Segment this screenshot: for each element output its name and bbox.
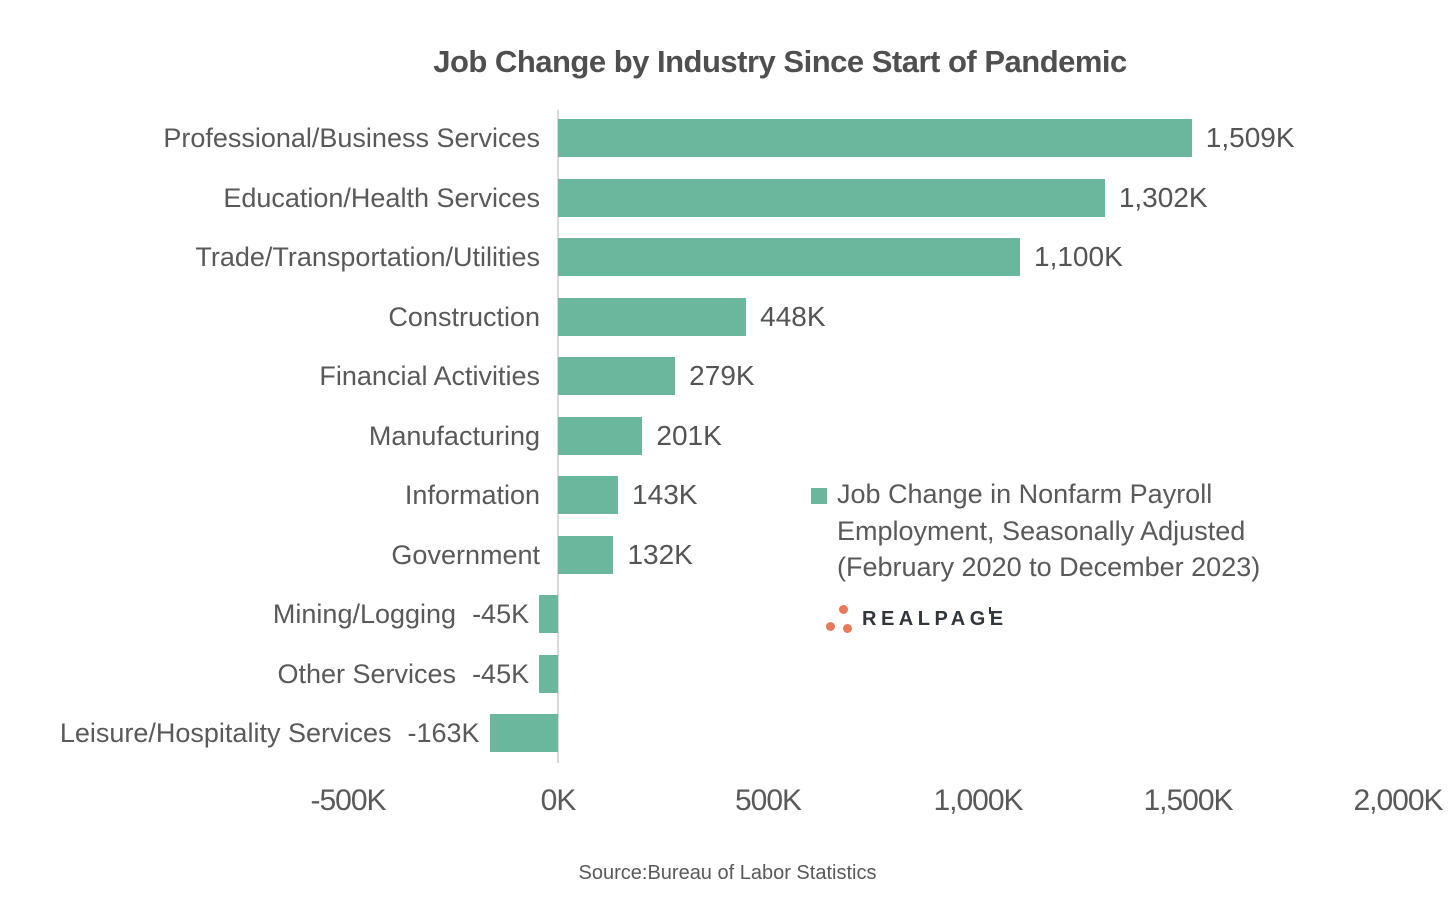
legend-label-line3: (February 2020 to December 2023) (837, 552, 1261, 582)
logo-dot-icon (839, 605, 848, 614)
bar (558, 178, 1105, 217)
bar-value-label: -163K (407, 718, 480, 748)
category-label-text: Leisure/Hospitality Services (59, 718, 392, 748)
category-label: Other Services -45K (278, 655, 530, 693)
bar (558, 416, 643, 455)
bar-value-label: -45K (472, 599, 530, 629)
legend-label-line2: Employment, Seasonally Adjusted (837, 515, 1246, 546)
x-tick-label: 2,000K (1353, 784, 1443, 817)
bar-value-label: 1,302K (1118, 181, 1208, 213)
bar-value-label: 448K (760, 300, 826, 332)
category-label-text: Other Services (277, 658, 457, 689)
chart-title: Job Change by Industry Since Start of Pa… (433, 44, 1127, 79)
category-label: Education/Health Services (223, 182, 540, 213)
bar (558, 119, 1192, 157)
trademark-mark (989, 607, 991, 614)
category-label: Manufacturing (368, 420, 540, 451)
bar (539, 654, 558, 693)
legend-label-line1: Job Change in Nonfarm Payroll (837, 479, 1213, 509)
category-label: Financial Activities (319, 361, 540, 391)
source-note: Source:Bureau of Labor Statistics (578, 862, 877, 884)
bar (489, 714, 558, 752)
x-tick-label: 1,000K (933, 784, 1023, 817)
realpage-logo-text: REALPAGE (862, 608, 1008, 630)
category-label: Trade/Transportation/Utilities (195, 242, 540, 272)
bar-value-label: 132K (627, 538, 693, 570)
bar (558, 297, 747, 336)
bar-value-label: 143K (632, 479, 698, 510)
logo-dot-icon (826, 622, 835, 631)
x-tick-label: 500K (734, 784, 802, 817)
bar-value-label: 1,100K (1034, 241, 1123, 272)
category-label: Mining/Logging -45K (273, 595, 529, 633)
category-label-text: Mining/Logging (272, 599, 457, 629)
category-label: Leisure/Hospitality Services -163K (60, 714, 480, 752)
bar-value-label: 279K (689, 360, 755, 391)
bar (558, 357, 676, 395)
legend-swatch (811, 488, 827, 504)
x-tick-label: 1,500K (1143, 784, 1233, 817)
bar-value-label: 201K (656, 419, 722, 451)
category-label: Government (391, 539, 540, 570)
category-label: Information (404, 480, 540, 510)
x-tick-label: -500K (310, 784, 386, 817)
bar (558, 476, 619, 514)
legend-label: Job Change in Nonfarm Payroll Employment… (837, 476, 1317, 586)
category-label: Professional/Business Services (163, 123, 540, 153)
x-tick-label: 0K (540, 784, 577, 817)
bar (539, 595, 558, 633)
category-label: Construction (388, 301, 540, 332)
bar (558, 238, 1020, 276)
bar-value-label: 1,509K (1205, 122, 1295, 153)
bar-value-label: -45K (472, 658, 530, 689)
logo-dot-icon (843, 624, 852, 633)
bar (558, 535, 614, 574)
